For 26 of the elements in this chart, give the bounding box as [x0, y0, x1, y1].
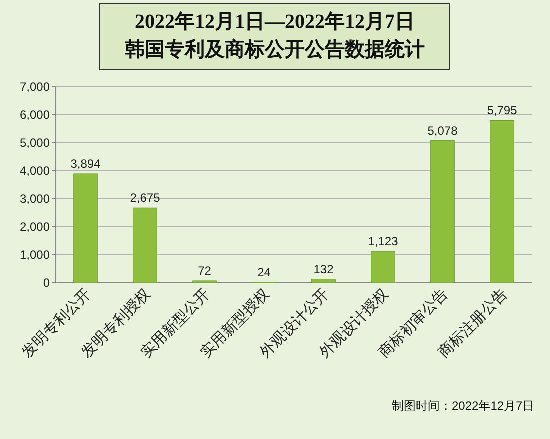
chart-title: 2022年12月1日—2022年12月7日 [135, 11, 415, 33]
data-label: 5,078 [428, 124, 458, 138]
data-label: 132 [314, 262, 334, 276]
y-tick-label: 4,000 [20, 164, 50, 178]
y-tick-label: 7,000 [20, 80, 50, 94]
y-tick-label: 1,000 [20, 248, 50, 262]
data-label: 3,894 [70, 156, 102, 171]
data-label: 2,675 [130, 191, 161, 206]
y-tick-label: 3,000 [20, 192, 50, 206]
bar [371, 251, 396, 284]
bar [192, 280, 217, 284]
y-tick-label: 0 [43, 276, 50, 290]
bar [312, 279, 336, 284]
data-label: 72 [198, 264, 212, 278]
bar [430, 140, 455, 284]
data-label: 1,123 [368, 234, 399, 249]
y-tick-label: 6,000 [20, 108, 50, 122]
data-label: 5,795 [487, 104, 518, 118]
chart-subtitle: 韩国专利及商标公开公告数据统计 [124, 38, 425, 61]
y-tick-label: 2,000 [20, 220, 50, 234]
bar [490, 120, 514, 284]
bar [133, 208, 158, 284]
text: 制图时间：2022年12月7日 [392, 399, 535, 413]
y-tick-label: 5,000 [20, 136, 50, 150]
bar [74, 174, 98, 284]
data-label: 24 [258, 265, 272, 280]
